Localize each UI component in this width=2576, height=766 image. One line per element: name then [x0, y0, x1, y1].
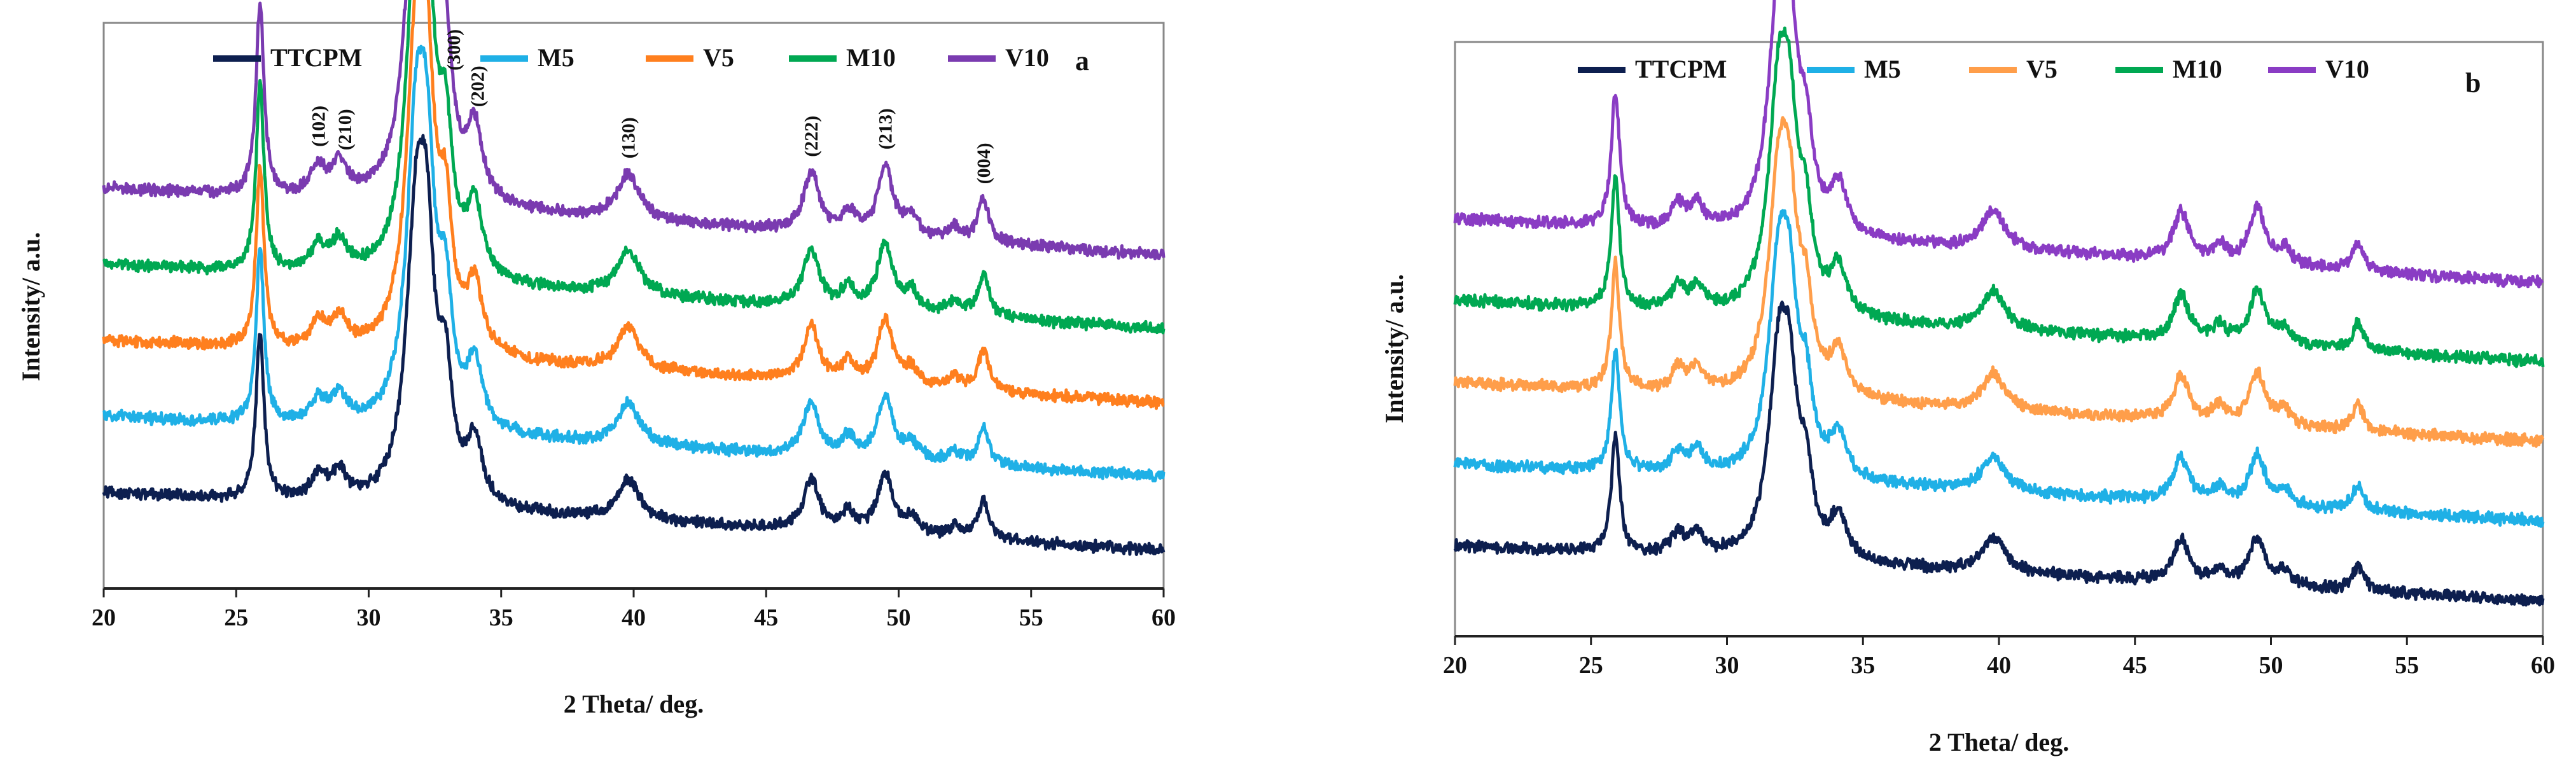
panel-a-series-ttcpm	[102, 134, 1166, 556]
panel-b-legend-label-v5: V5	[2026, 55, 2057, 83]
panel-a-peak-label: (130)	[618, 117, 639, 158]
panel-a-y-axis-title: Intensity/ a.u.	[17, 232, 45, 382]
panel-b-legend-label-v10: V10	[2325, 55, 2369, 83]
panel-a-x-tick-label: 40	[622, 604, 646, 631]
panel-a-peak-label: (202)	[467, 66, 488, 107]
panel-a-x-tick-label: 55	[1019, 604, 1043, 631]
panel-a-legend-label-v5: V5	[703, 43, 734, 72]
panel-a-legend-label-m10: M10	[846, 43, 896, 72]
panel-b-x-tick-label: 40	[1987, 652, 2011, 679]
panel-a-peak-label: (300)	[443, 29, 464, 71]
panel-a-x-ticks: 20 25 30 35 40 45 50 55 60	[92, 588, 1176, 631]
panel-a-legend-label-v10: V10	[1005, 43, 1049, 72]
panel-b-series-group	[1453, 0, 2545, 607]
panel-a-series-v10	[102, 0, 1166, 261]
panel-a-peak-labels: (002)(102)(210)(211)(300)(202)(130)(222)…	[308, 29, 994, 184]
panel-b-x-tick-label: 45	[2123, 652, 2147, 679]
panel-b-legend-label-ttcpm: TTCPM	[1635, 55, 1727, 83]
panel-a-x-tick-label: 25	[224, 604, 248, 631]
panel-b-series-v5	[1453, 116, 2545, 448]
panel-b-x-tick-label: 60	[2531, 652, 2555, 679]
panel-b-x-axis-title: 2 Theta/ deg.	[1929, 728, 2069, 756]
panel-a-x-tick-label: 50	[887, 604, 911, 631]
panel-b-x-tick-label: 35	[1851, 652, 1875, 679]
panel-a-letter: a	[1075, 45, 1089, 76]
panel-b: 20 25 30 35 40 45 50 55 60 TTCPM M5 V5 M10 V10 b 2 T…	[1380, 0, 2555, 756]
panel-b-x-tick-label: 50	[2259, 652, 2283, 679]
panel-a-peak-label: (210)	[335, 109, 356, 150]
panel-a-series-m10	[102, 0, 1166, 335]
panel-b-legend-label-m10: M10	[2173, 55, 2222, 83]
panel-b-x-tick-label: 20	[1443, 652, 1467, 679]
panel-a-x-tick-label: 45	[754, 604, 778, 631]
panel-b-legend-label-m5: M5	[1864, 55, 1901, 83]
panel-b-x-tick-label: 55	[2395, 652, 2419, 679]
panel-a-peak-label: (004)	[973, 143, 994, 184]
panel-a-series-group	[102, 0, 1166, 556]
panel-b-x-ticks: 20 25 30 35 40 45 50 55 60	[1443, 636, 2555, 679]
panel-b-series-ttcpm	[1453, 300, 2545, 607]
panel-b-x-tick-label: 25	[1579, 652, 1603, 679]
panel-a-peak-label: (222)	[801, 116, 822, 157]
panel-a-series-v5	[102, 0, 1165, 410]
panel-b-series-m10	[1453, 26, 2545, 368]
panel-a-series-m5	[102, 45, 1166, 483]
panel-a-x-tick-label: 30	[357, 604, 381, 631]
panel-a-x-tick-label: 60	[1152, 604, 1176, 631]
panel-b-series-m5	[1453, 209, 2545, 528]
panel-a-x-tick-label: 20	[92, 604, 116, 631]
panel-a-x-tick-label: 35	[489, 604, 513, 631]
panel-a-x-axis-title: 2 Theta/ deg.	[564, 690, 704, 718]
panel-b-series-v10	[1453, 0, 2544, 289]
panel-b-letter: b	[2465, 67, 2481, 99]
panel-b-x-tick-label: 30	[1715, 652, 1739, 679]
panel-b-y-axis-title: Intensity/ a.u.	[1380, 274, 1409, 424]
panel-a-legend-label-ttcpm: TTCPM	[270, 43, 362, 72]
panel-b-legend: TTCPM M5 V5 M10 V10	[1578, 55, 2369, 83]
panel-a-legend-label-m5: M5	[538, 43, 574, 72]
panel-a-peak-label: (102)	[308, 106, 329, 147]
panel-a-peak-label: (213)	[875, 108, 896, 150]
panel-a-legend: TTCPM M5 V5 M10 V10	[213, 43, 1049, 72]
